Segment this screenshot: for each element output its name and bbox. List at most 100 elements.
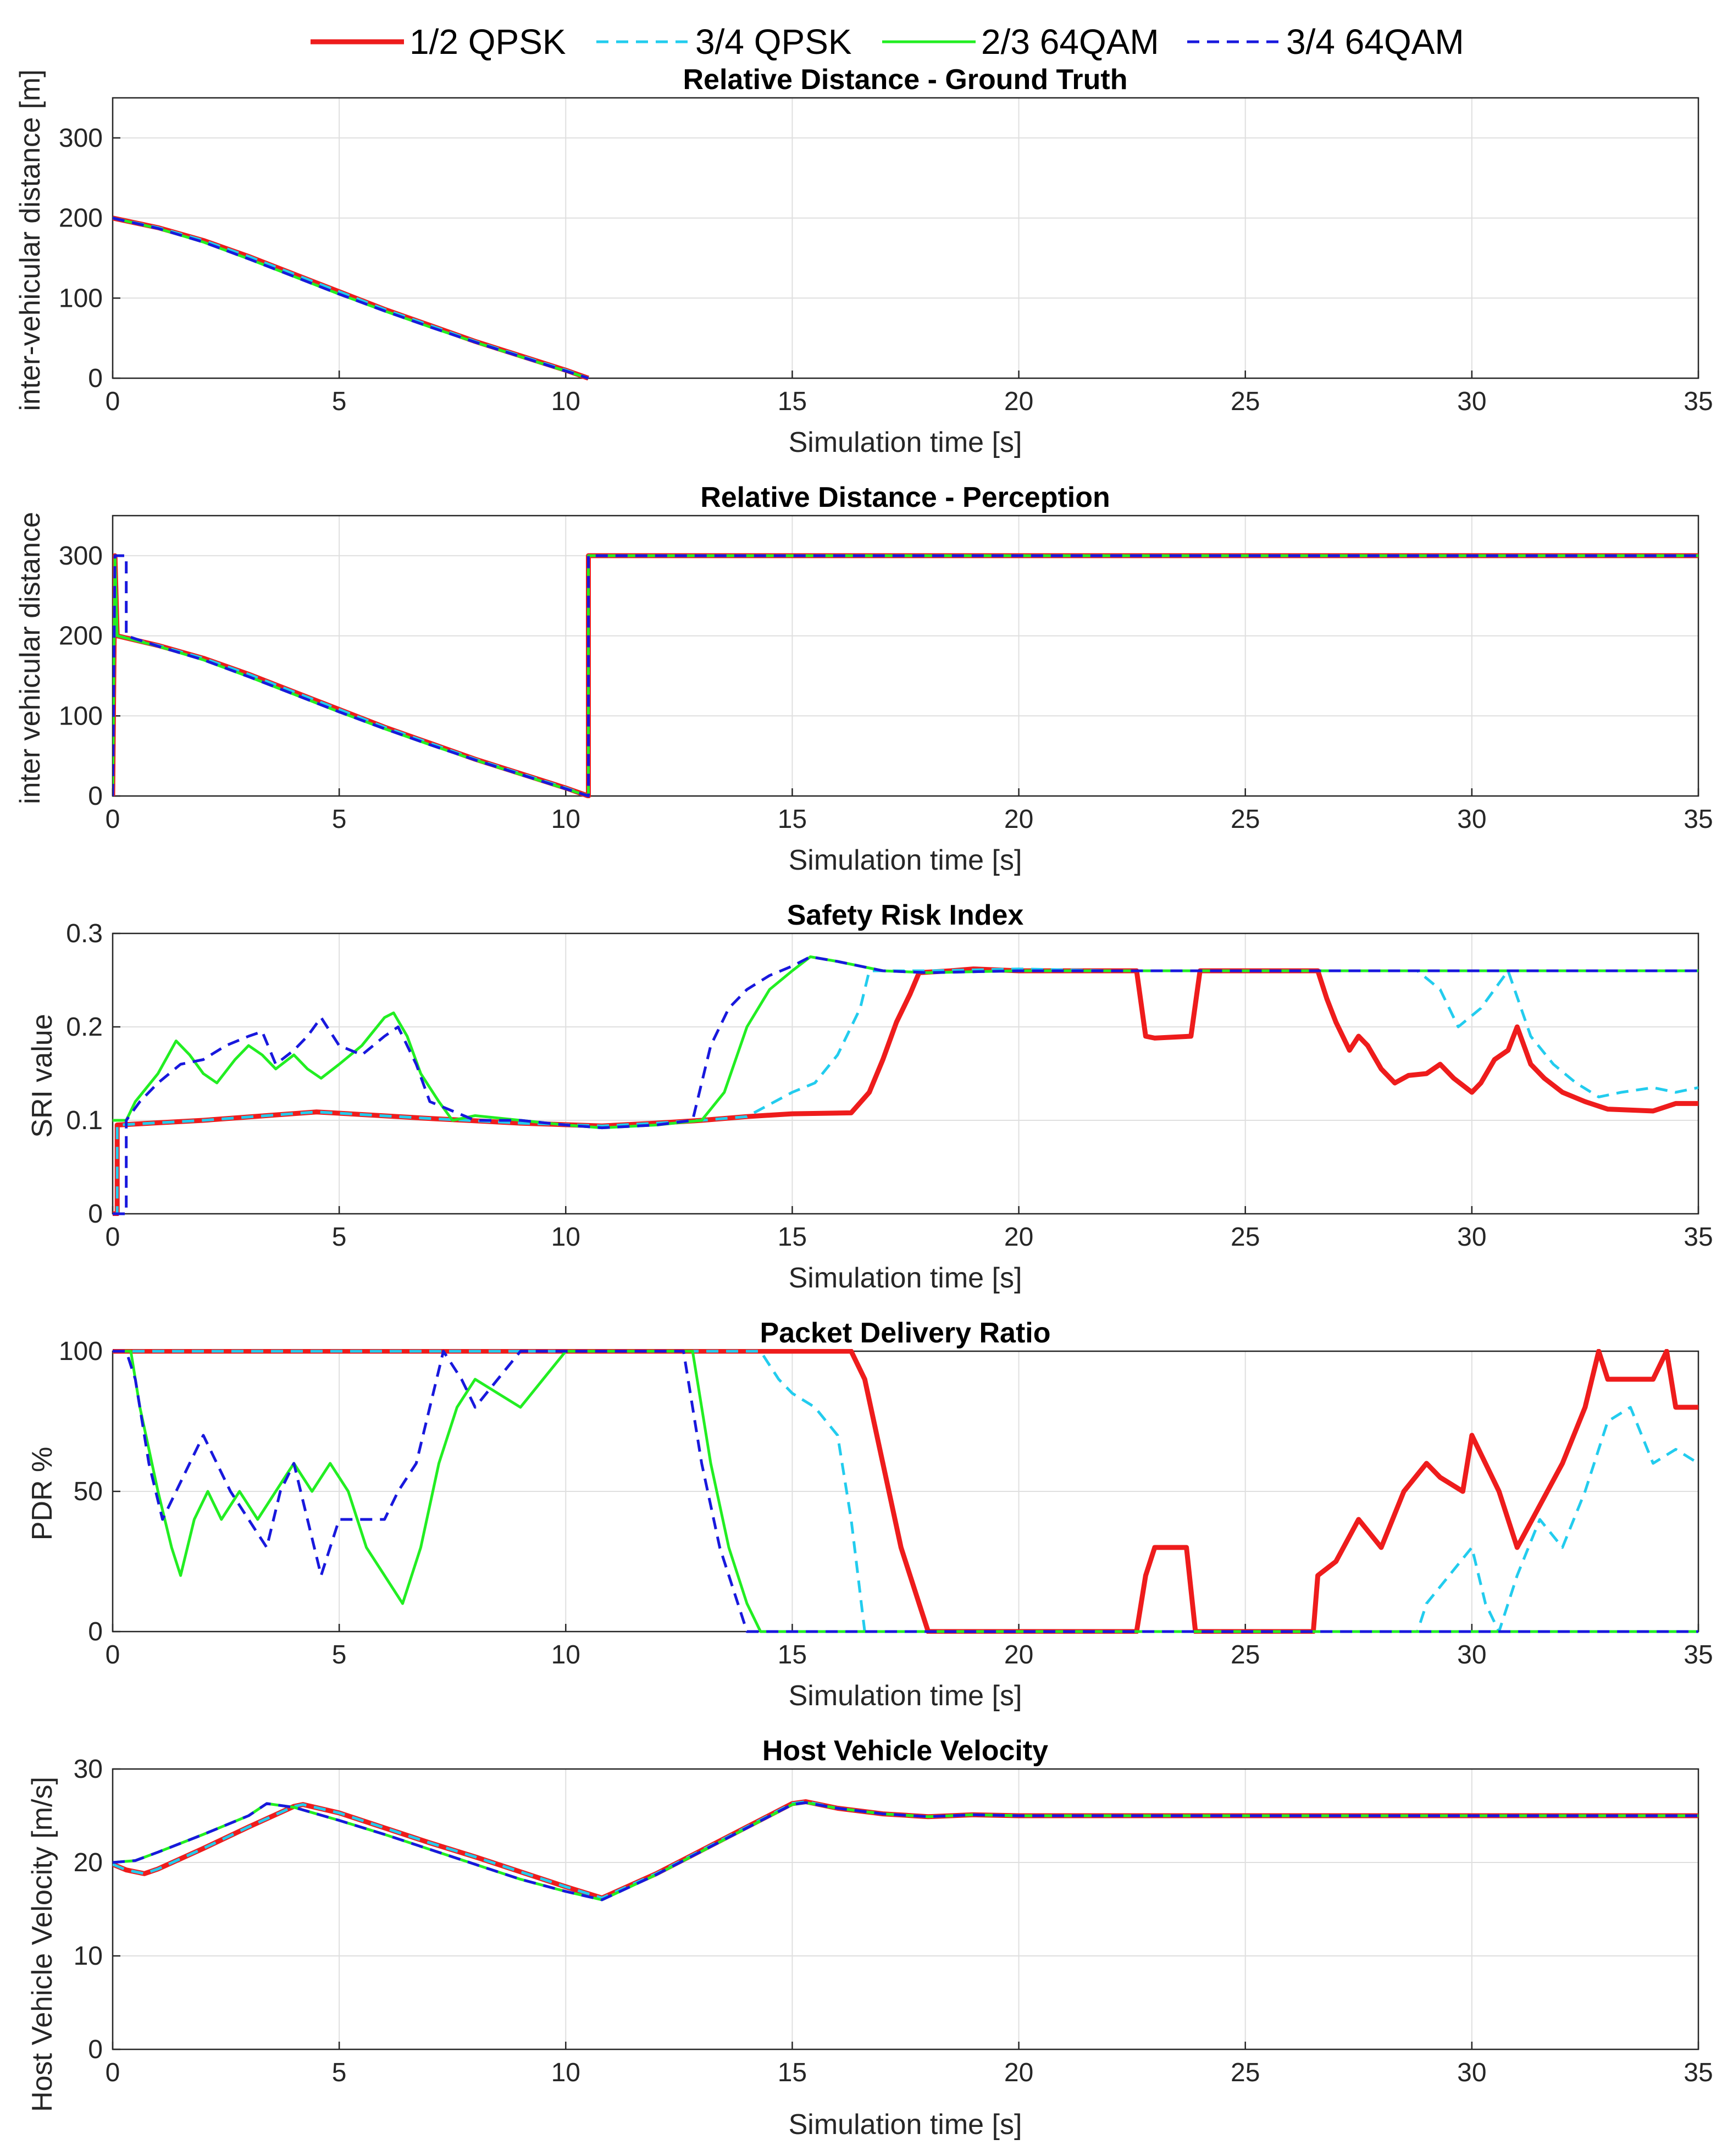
y-tick-label: 300 <box>59 124 103 153</box>
y-tick-label: 100 <box>59 701 103 731</box>
series-line-2-3-64qam <box>113 955 1698 1130</box>
y-axis-label: inter-vehicular distance [m] <box>14 69 46 411</box>
y-tick-label: 200 <box>59 204 103 233</box>
x-tick-label: 35 <box>1684 387 1713 416</box>
y-axis-label: SRI value <box>26 1014 58 1137</box>
x-tick-label: 10 <box>551 1640 580 1669</box>
subplot-host-vehicle-velocity: Host Vehicle Velocity Host Vehicle Veloc… <box>26 1735 1713 2141</box>
y-axis-label: inter vehicular distance <box>14 512 46 804</box>
series-line-2-3-64qam <box>113 554 1698 798</box>
axes-box <box>112 97 1699 379</box>
x-tick-label: 15 <box>778 1640 807 1669</box>
x-tick-label: 5 <box>332 2058 347 2087</box>
x-tick-label: 20 <box>1004 387 1033 416</box>
x-tick-label: 30 <box>1457 1223 1486 1252</box>
y-tick-label: 50 <box>74 1477 103 1506</box>
x-tick-label: 30 <box>1457 805 1486 834</box>
series-line-1-2-qpsk <box>113 553 1698 798</box>
x-tick-label: 5 <box>332 1223 347 1252</box>
chart-title: Packet Delivery Ratio <box>760 1317 1051 1349</box>
legend-entry-2-3-64qam: 2/3 64QAM <box>882 22 1159 62</box>
x-tick-label: 35 <box>1684 1223 1713 1252</box>
x-tick-label: 20 <box>1004 2058 1033 2087</box>
x-tick-label: 15 <box>778 1223 807 1252</box>
subplot-packet-delivery-ratio: Packet Delivery Ratio PDR % Simulation t… <box>26 1317 1713 1712</box>
series-line-3-4-64qam <box>113 955 1698 1215</box>
series-line-3-4-64qam <box>113 217 589 380</box>
x-tick-label: 0 <box>106 1640 120 1669</box>
x-tick-label: 15 <box>778 387 807 416</box>
x-tick-label: 0 <box>106 805 120 834</box>
y-tick-label: 0.1 <box>66 1106 103 1135</box>
series-line-3-4-qpsk <box>113 554 1698 798</box>
x-tick-label: 10 <box>551 1223 580 1252</box>
x-tick-label: 25 <box>1231 805 1260 834</box>
chart-title: Host Vehicle Velocity <box>762 1735 1048 1767</box>
y-tick-label: 0.3 <box>66 919 103 948</box>
x-tick-label: 15 <box>778 805 807 834</box>
x-tick-label: 10 <box>551 805 580 834</box>
x-axis-label: Simulation time [s] <box>789 1262 1022 1294</box>
series-group <box>113 215 590 380</box>
x-tick-label: 0 <box>106 387 120 416</box>
chart-title: Safety Risk Index <box>787 899 1024 931</box>
chart-title: Relative Distance - Ground Truth <box>683 64 1127 96</box>
x-tick-label: 0 <box>106 2058 120 2087</box>
chart-title: Relative Distance - Perception <box>700 482 1110 513</box>
legend: 1/2 QPSK 3/4 QPSK 2/3 64QAM 3/4 64QAM <box>311 22 1464 62</box>
y-tick-label: 10 <box>74 1942 103 1971</box>
x-tick-label: 0 <box>106 1223 120 1252</box>
x-tick-label: 25 <box>1231 2058 1260 2087</box>
x-tick-label: 5 <box>332 1640 347 1669</box>
x-axis-label: Simulation time [s] <box>789 2109 1022 2141</box>
series-line-3-4-qpsk <box>113 1350 1698 1633</box>
series-line-3-4-64qam <box>113 554 1698 798</box>
y-tick-label: 300 <box>59 541 103 571</box>
x-tick-label: 35 <box>1684 1640 1713 1669</box>
x-tick-label: 30 <box>1457 2058 1486 2087</box>
x-tick-label: 35 <box>1684 2058 1713 2087</box>
x-tick-label: 30 <box>1457 1640 1486 1669</box>
x-tick-label: 25 <box>1231 1640 1260 1669</box>
series-line-1-2-qpsk <box>113 966 1698 1216</box>
legend-entry-1-2-qpsk: 1/2 QPSK <box>311 22 566 62</box>
y-axis-label: Host Vehicle Velocity [m/s] <box>26 1777 58 2112</box>
x-tick-label: 5 <box>332 387 347 416</box>
legend-entry-3-4-64qam: 3/4 64QAM <box>1187 22 1464 62</box>
x-tick-label: 30 <box>1457 387 1486 416</box>
y-axis-label: PDR % <box>26 1447 58 1540</box>
y-tick-label: 0 <box>88 1617 103 1646</box>
y-tick-label: 0 <box>88 1199 103 1229</box>
x-tick-label: 25 <box>1231 387 1260 416</box>
series-group <box>113 553 1698 798</box>
y-tick-label: 20 <box>74 1848 103 1877</box>
x-tick-label: 15 <box>778 2058 807 2087</box>
y-tick-label: 0 <box>88 782 103 811</box>
legend-label-3-4-64qam: 3/4 64QAM <box>1286 22 1464 62</box>
x-axis-label: Simulation time [s] <box>789 427 1022 458</box>
subplot-safety-risk-index: Safety Risk Index SRI value Simulation t… <box>26 899 1713 1294</box>
x-tick-label: 20 <box>1004 805 1033 834</box>
series-group <box>113 1799 1698 1901</box>
series-line-3-4-64qam <box>113 1801 1698 1901</box>
axes-box <box>112 1768 1699 2050</box>
legend-label-1-2-qpsk: 1/2 QPSK <box>409 22 566 62</box>
series-line-3-4-qpsk <box>113 968 1698 1215</box>
legend-entry-3-4-qpsk: 3/4 QPSK <box>596 22 852 62</box>
series-group <box>113 1349 1698 1634</box>
series-group <box>113 955 1698 1216</box>
series-line-2-3-64qam <box>113 1350 1698 1633</box>
x-tick-label: 10 <box>551 2058 580 2087</box>
y-tick-label: 0.2 <box>66 1013 103 1042</box>
y-tick-label: 30 <box>74 1755 103 1784</box>
x-tick-label: 10 <box>551 387 580 416</box>
legend-label-2-3-64qam: 2/3 64QAM <box>981 22 1159 62</box>
y-tick-label: 0 <box>88 2035 103 2064</box>
y-tick-label: 0 <box>88 364 103 393</box>
x-axis-label: Simulation time [s] <box>789 844 1022 876</box>
y-tick-label: 100 <box>59 284 103 313</box>
x-axis-label: Simulation time [s] <box>789 1680 1022 1712</box>
y-tick-label: 200 <box>59 622 103 651</box>
legend-label-3-4-qpsk: 3/4 QPSK <box>695 22 852 62</box>
